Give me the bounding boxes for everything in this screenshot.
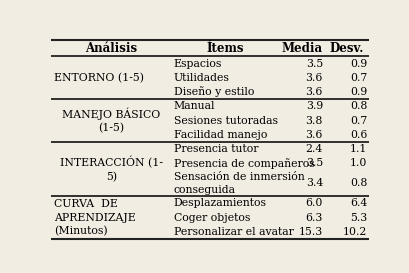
Text: 15.3: 15.3 <box>298 227 322 237</box>
Text: Espacios: Espacios <box>173 58 221 69</box>
Text: Diseño y estilo: Diseño y estilo <box>173 87 253 97</box>
Text: Desplazamientos: Desplazamientos <box>173 198 266 209</box>
Text: 0.8: 0.8 <box>349 179 366 188</box>
Text: 0.8: 0.8 <box>349 101 366 111</box>
Text: Coger objetos: Coger objetos <box>173 213 249 223</box>
Text: Análisis: Análisis <box>85 42 137 55</box>
Text: 0.9: 0.9 <box>349 87 366 97</box>
Text: Personalizar el avatar: Personalizar el avatar <box>173 227 293 237</box>
Text: Manual: Manual <box>173 101 215 111</box>
Text: 3.6: 3.6 <box>305 87 322 97</box>
Text: 1.0: 1.0 <box>349 158 366 168</box>
Text: ENTORNO (1-5): ENTORNO (1-5) <box>54 73 144 83</box>
Text: 1.1: 1.1 <box>349 144 366 154</box>
Text: 3.8: 3.8 <box>305 116 322 126</box>
Text: Sesiones tutoradas: Sesiones tutoradas <box>173 116 277 126</box>
Text: 0.7: 0.7 <box>349 116 366 126</box>
Text: MANEJO BÁSICO
(1-5): MANEJO BÁSICO (1-5) <box>62 108 160 134</box>
Text: 2.4: 2.4 <box>305 144 322 154</box>
Text: CURVA  DE
APRENDIZAJE
(Minutos): CURVA DE APRENDIZAJE (Minutos) <box>54 199 136 236</box>
Text: 6.3: 6.3 <box>305 213 322 223</box>
Text: Facilidad manejo: Facilidad manejo <box>173 130 266 140</box>
Text: Sensación de inmersión
conseguida: Sensación de inmersión conseguida <box>173 172 303 195</box>
Text: 0.6: 0.6 <box>349 130 366 140</box>
Text: 10.2: 10.2 <box>342 227 366 237</box>
Text: Desv.: Desv. <box>329 42 363 55</box>
Text: 0.7: 0.7 <box>349 73 366 83</box>
Text: 3.9: 3.9 <box>305 101 322 111</box>
Text: Ítems: Ítems <box>206 42 243 55</box>
Text: INTERACCIÓN (1-
5): INTERACCIÓN (1- 5) <box>60 156 163 182</box>
Text: 3.5: 3.5 <box>305 158 322 168</box>
Text: Presencia de compañeros: Presencia de compañeros <box>173 158 314 169</box>
Text: 6.4: 6.4 <box>349 198 366 209</box>
Text: Utilidades: Utilidades <box>173 73 229 83</box>
Text: Presencia tutor: Presencia tutor <box>173 144 257 154</box>
Text: 6.0: 6.0 <box>305 198 322 209</box>
Text: 3.6: 3.6 <box>305 130 322 140</box>
Text: 0.9: 0.9 <box>349 58 366 69</box>
Text: 3.5: 3.5 <box>305 58 322 69</box>
Text: 3.6: 3.6 <box>305 73 322 83</box>
Text: 5.3: 5.3 <box>349 213 366 223</box>
Text: Media: Media <box>281 42 322 55</box>
Text: 3.4: 3.4 <box>305 179 322 188</box>
